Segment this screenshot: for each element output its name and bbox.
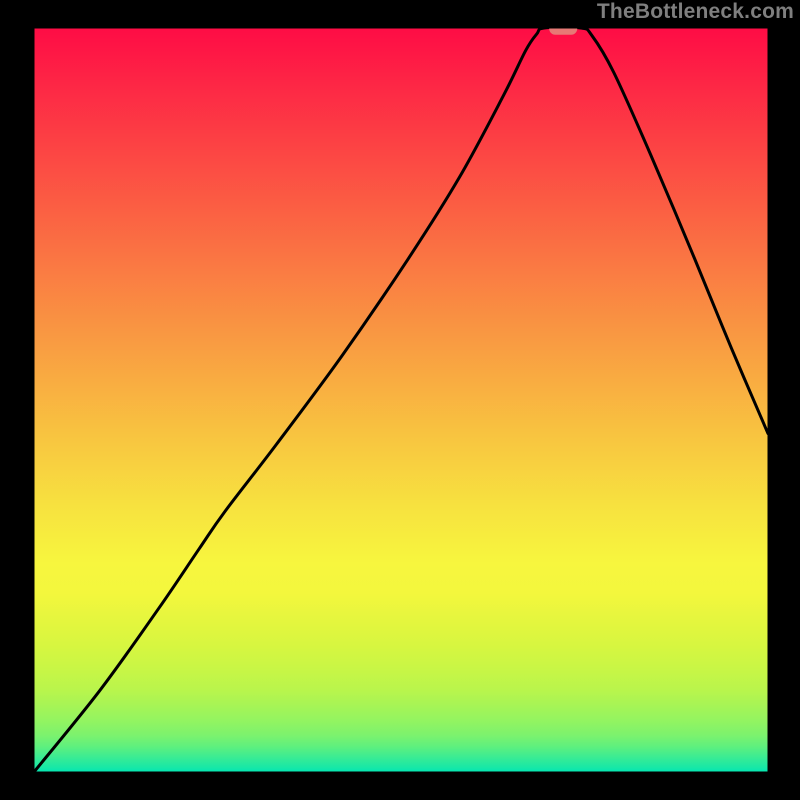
watermark-text: TheBottleneck.com	[597, 0, 794, 24]
bottleneck-chart	[0, 0, 800, 800]
chart-container: TheBottleneck.com	[0, 0, 800, 800]
plot-gradient-background	[34, 28, 768, 772]
